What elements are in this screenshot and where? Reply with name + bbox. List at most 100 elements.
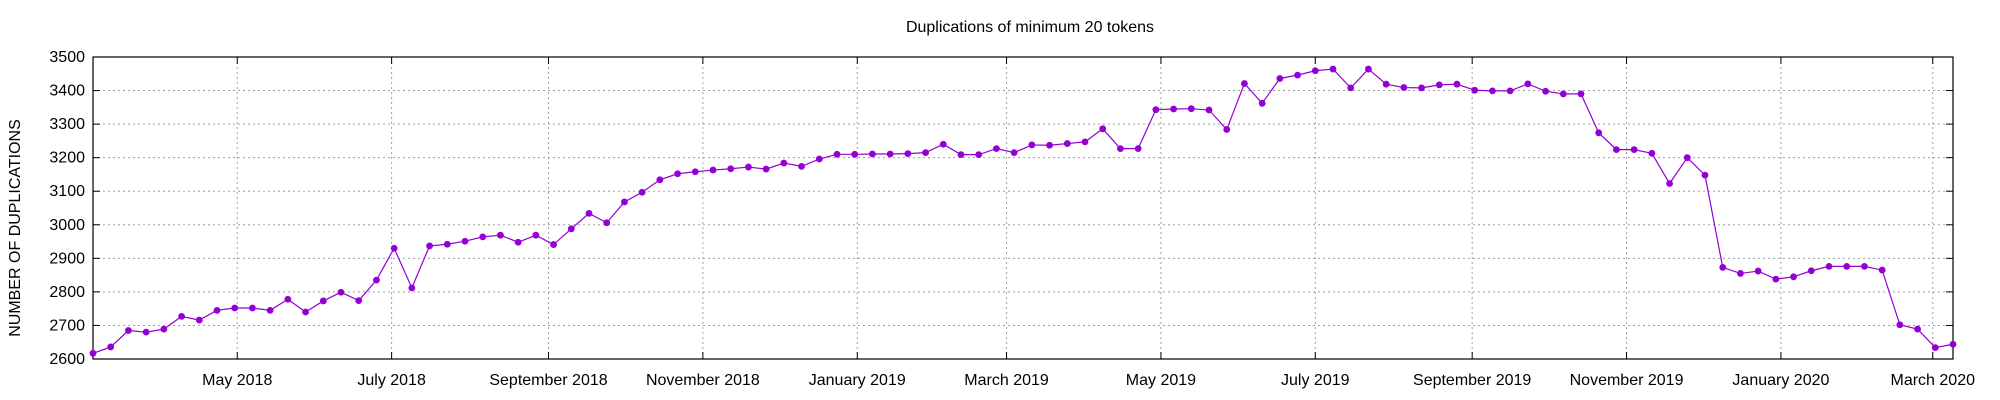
- x-tick-label: January 2020: [1732, 372, 1829, 389]
- data-point: [780, 159, 788, 167]
- data-point: [1613, 146, 1620, 154]
- data-point: [1772, 275, 1780, 283]
- data-point: [656, 176, 664, 184]
- data-point: [1276, 75, 1284, 82]
- data-point: [178, 312, 185, 320]
- y-tick-label: 3500: [49, 49, 85, 66]
- data-point: [567, 225, 575, 233]
- data-point: [1630, 146, 1638, 154]
- data-point: [585, 209, 593, 217]
- data-point: [1506, 87, 1514, 95]
- x-tick-label: July 2018: [357, 372, 426, 389]
- data-point: [125, 327, 132, 334]
- data-point: [408, 284, 416, 292]
- data-point: [461, 237, 469, 245]
- data-point: [1807, 267, 1815, 275]
- data-point: [142, 328, 150, 336]
- data-point: [922, 149, 929, 157]
- data-point: [1949, 340, 1957, 348]
- data-point: [89, 349, 97, 357]
- data-point: [319, 297, 327, 305]
- data-point: [1347, 84, 1355, 92]
- x-tick-label: November 2018: [646, 372, 760, 389]
- data-point: [479, 233, 487, 241]
- data-point: [1843, 262, 1851, 270]
- data-point: [1382, 80, 1390, 88]
- data-point: [886, 150, 894, 158]
- data-point: [1595, 129, 1603, 137]
- chart-title: Duplications of minimum 20 tokens: [906, 19, 1154, 36]
- data-point: [1524, 80, 1532, 88]
- data-point: [603, 219, 611, 227]
- data-point: [993, 145, 1000, 153]
- data-point: [833, 150, 841, 158]
- data-point: [1754, 267, 1762, 275]
- data-point: [957, 151, 965, 159]
- data-point: [550, 241, 557, 248]
- data-point: [390, 244, 398, 252]
- series-layer: [89, 65, 1957, 357]
- data-point: [195, 316, 203, 324]
- plot-frame: [92, 56, 1954, 360]
- data-point: [1187, 105, 1195, 113]
- data-point: [266, 306, 274, 314]
- data-point: [1205, 106, 1213, 114]
- data-point: [1559, 90, 1567, 98]
- data-point: [1400, 84, 1408, 91]
- x-tick-label: September 2019: [1413, 372, 1531, 389]
- data-point: [1825, 262, 1833, 270]
- data-point: [815, 155, 823, 163]
- data-point: [798, 162, 805, 170]
- data-point: [674, 170, 681, 178]
- x-tick-label: November 2019: [1570, 372, 1684, 389]
- data-point: [1099, 125, 1107, 133]
- data-point: [1294, 71, 1301, 79]
- data-point: [337, 288, 345, 296]
- x-tick-label: May 2018: [202, 372, 272, 389]
- data-point: [1878, 266, 1886, 274]
- data-point: [107, 343, 115, 351]
- data-point: [1223, 126, 1231, 133]
- data-point: [231, 304, 239, 312]
- y-tick-label: 2600: [49, 351, 85, 368]
- data-point: [1329, 65, 1337, 73]
- data-point: [1170, 105, 1177, 113]
- data-point: [284, 295, 292, 303]
- data-point: [1081, 138, 1089, 146]
- data-point: [621, 198, 628, 206]
- data-point: [1010, 149, 1018, 157]
- data-point: [1063, 140, 1071, 147]
- data-point: [1453, 80, 1461, 88]
- y-tick-label: 2700: [49, 317, 85, 334]
- data-point: [355, 297, 363, 305]
- data-point: [426, 242, 433, 250]
- data-point: [1471, 86, 1479, 94]
- data-point: [160, 325, 168, 333]
- grid-layer: [93, 57, 1953, 359]
- data-point: [1028, 141, 1036, 149]
- data-point: [1435, 81, 1443, 89]
- data-point: [1418, 84, 1425, 92]
- data-point: [851, 150, 859, 158]
- data-point: [1896, 321, 1904, 329]
- data-point: [1790, 273, 1797, 281]
- y-tick-label: 3300: [49, 116, 85, 133]
- data-point: [869, 150, 876, 158]
- data-point: [1648, 149, 1656, 157]
- data-point: [939, 140, 947, 148]
- y-axis-label: NUMBER OF DUPLICATIONS: [7, 119, 24, 337]
- x-tick-label: March 2020: [1891, 372, 1976, 389]
- data-point: [1046, 141, 1053, 149]
- data-point: [709, 166, 717, 174]
- x-tick-label: January 2019: [809, 372, 906, 389]
- data-point: [727, 165, 735, 173]
- data-point: [1666, 180, 1673, 187]
- data-point: [762, 165, 770, 173]
- data-point: [1365, 65, 1372, 73]
- data-point: [1542, 87, 1549, 95]
- data-point: [1577, 90, 1585, 98]
- data-point: [302, 308, 309, 316]
- data-point: [1117, 145, 1124, 153]
- data-point: [1489, 87, 1496, 95]
